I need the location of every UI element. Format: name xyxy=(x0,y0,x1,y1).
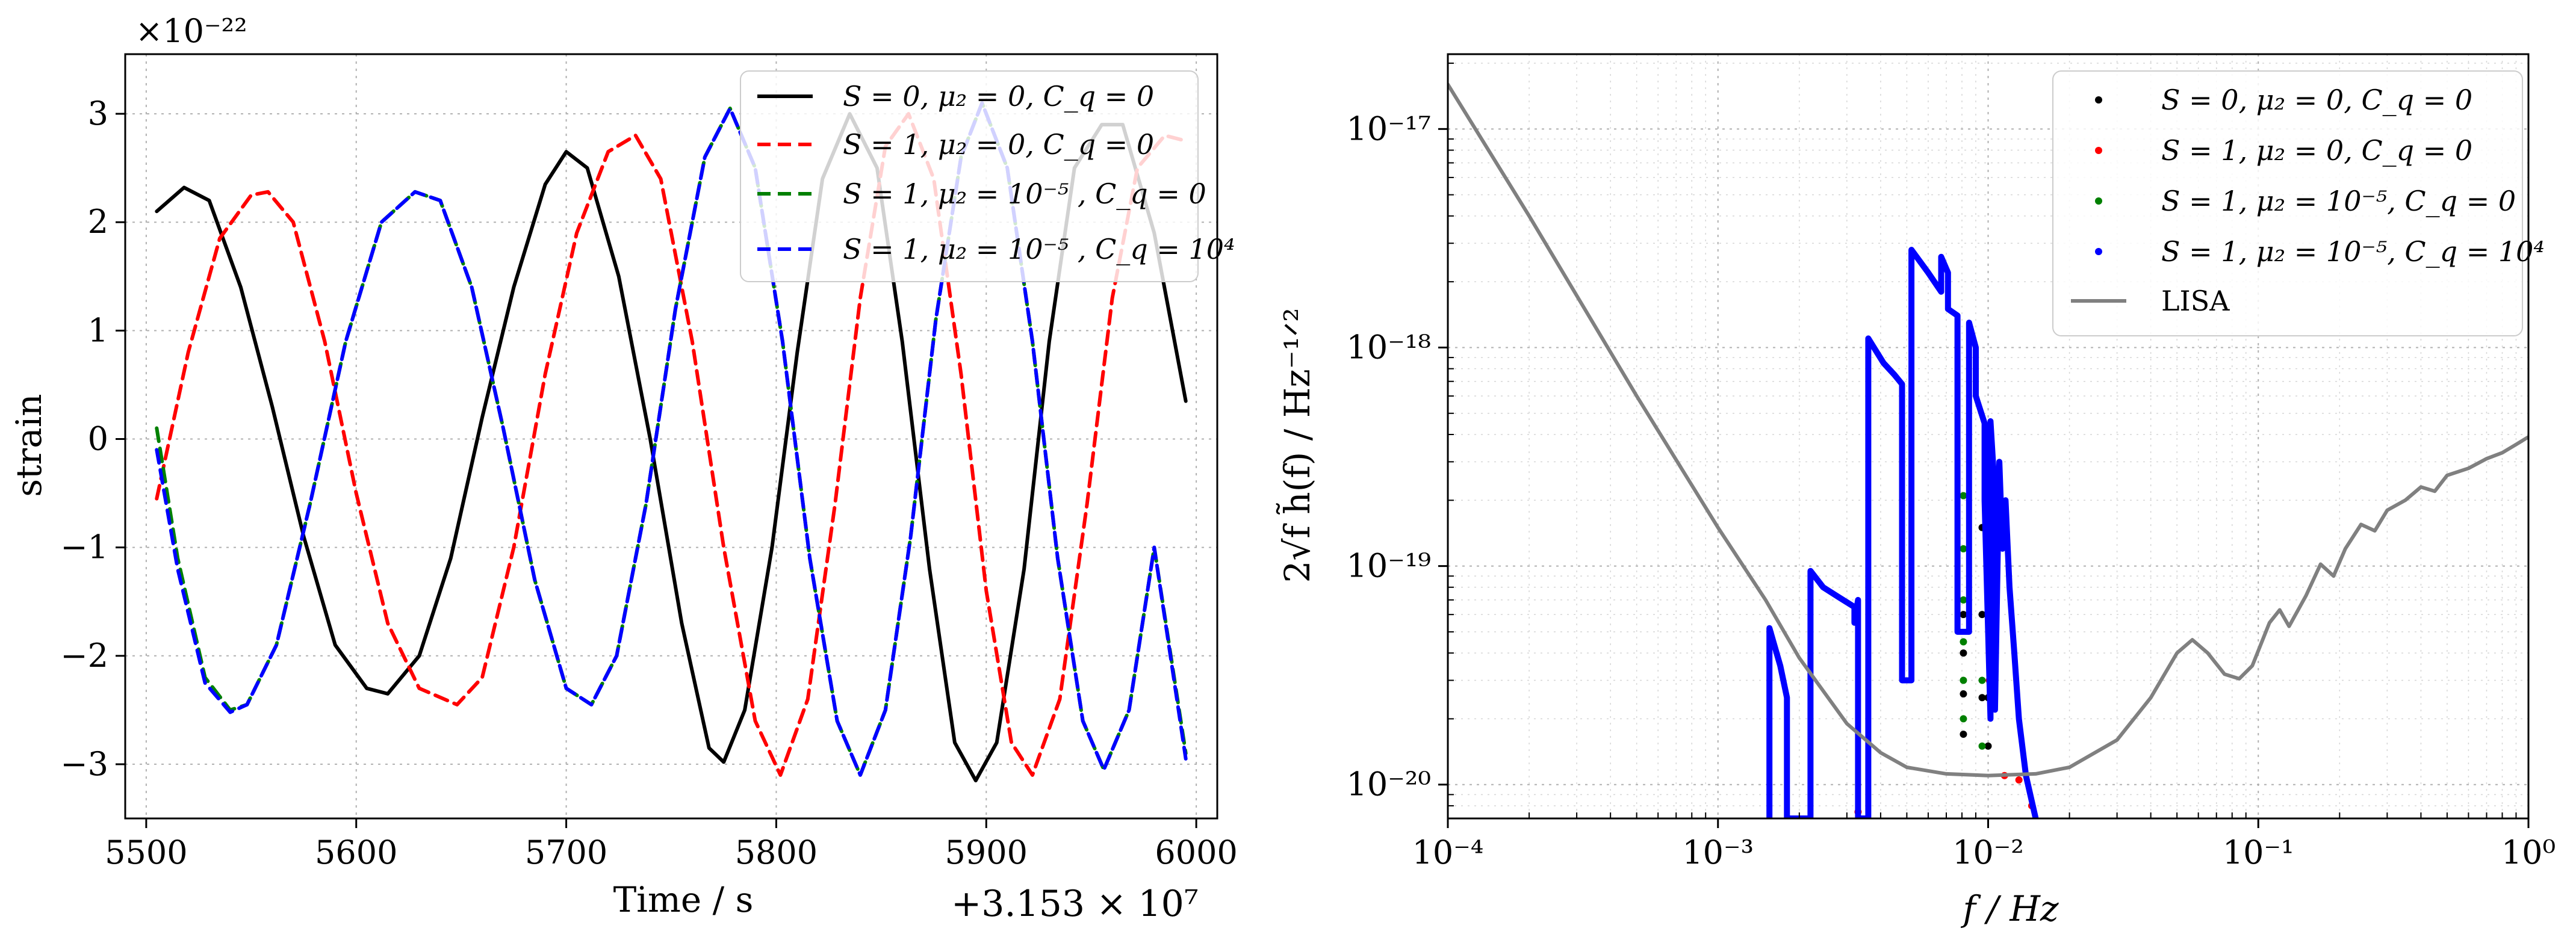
right-y-tick-label: 10⁻¹⁷ xyxy=(1346,110,1431,147)
left-x-tick-label: 5800 xyxy=(735,833,818,871)
left-x-tick-label: 5900 xyxy=(945,833,1028,871)
left-x-tick-label: 5700 xyxy=(525,833,607,871)
right-y-tick-label: 10⁻²⁰ xyxy=(1346,765,1431,803)
left-y-tick-label: −3 xyxy=(60,745,108,783)
left-y-multiplier: ×10⁻²² xyxy=(135,12,247,50)
right-series-2-point xyxy=(1978,742,1986,750)
right-x-axis-label: f / Hz xyxy=(1960,888,2058,929)
right-series-0-point xyxy=(1960,649,1967,657)
right-x-tick-label: 10⁻¹ xyxy=(2223,833,2294,871)
right-series-0-point xyxy=(1978,694,1986,702)
left-y-tick-label: 3 xyxy=(88,94,108,132)
right-series-2-point xyxy=(1978,676,1986,684)
left-y-tick-label: −2 xyxy=(60,637,108,675)
left-x-tick-label: 6000 xyxy=(1155,833,1237,871)
left-series-group xyxy=(155,101,1188,782)
left-series-1-line xyxy=(155,112,1188,777)
right-legend-label-3: S = 1, μ₂ = 10⁻⁵, C_q = 10⁴ xyxy=(2161,235,2545,268)
right-legend-box xyxy=(2052,70,2523,336)
left-legend-label-1: S = 1, μ₂ = 0, C_q = 0 xyxy=(843,128,1154,161)
left-x-axis-label: Time / s xyxy=(613,879,754,920)
left-x-tick-label: 5500 xyxy=(105,833,187,871)
left-legend-label-3: S = 1, μ₂ = 10⁻⁵ , C_q = 10⁴ xyxy=(843,233,1235,265)
right-x-tick-label: 10⁻² xyxy=(1952,833,2024,871)
left-series-0-line xyxy=(155,112,1188,782)
left-ticks: 5500 5600 5700 5800 5900 6000 −3 −2 −1 0 1 2 3 xyxy=(60,94,1237,871)
left-y-tick-label: −1 xyxy=(60,528,108,566)
left-plot-frame xyxy=(124,53,1218,820)
right-x-tick-label: 10⁰ xyxy=(2501,833,2556,871)
right-series-0-point xyxy=(1960,731,1967,738)
right-series-4-line xyxy=(1448,82,2528,778)
left-chart: 5500 5600 5700 5800 5900 6000 −3 −2 −1 0 1 2 3 ×10⁻²… xyxy=(8,12,1238,925)
right-series-3-line xyxy=(1766,247,2039,818)
right-series-2-point xyxy=(1960,676,1967,684)
right-legend-swatch-0 xyxy=(2095,96,2102,104)
left-x-offset-label: +3.153 × 10⁷ xyxy=(951,883,1199,925)
left-y-axis-label: strain xyxy=(8,394,49,496)
right-y-tick-label: 10⁻¹⁸ xyxy=(1346,328,1431,366)
right-series-2-point xyxy=(1960,715,1967,723)
right-x-tick-label: 10⁻³ xyxy=(1682,833,1754,871)
right-legend-label-0: S = 0, μ₂ = 0, C_q = 0 xyxy=(2161,84,2472,116)
right-legend-label-2: S = 1, μ₂ = 10⁻⁵, C_q = 0 xyxy=(2161,185,2516,217)
right-series-0-point xyxy=(1978,611,1986,619)
right-series-1-point xyxy=(2015,776,2023,784)
right-legend: S = 0, μ₂ = 0, C_q = 0 S = 1, μ₂ = 0, C_… xyxy=(2052,70,2545,336)
right-legend-label-4: LISA xyxy=(2161,285,2230,317)
right-series-0-point xyxy=(1984,742,1992,750)
left-x-tick-label: 5600 xyxy=(315,833,397,871)
right-legend-swatch-2 xyxy=(2095,197,2102,205)
right-series-2-point xyxy=(1960,545,1967,552)
right-legend-swatch-3 xyxy=(2095,248,2102,255)
right-chart: 10⁻⁴ 10⁻³ 10⁻² 10⁻¹ 10⁰10⁻²⁰10⁻¹⁹10⁻¹⁸10⁻¹⁷ … xyxy=(1275,53,2556,929)
right-ticks: 10⁻⁴ 10⁻³ 10⁻² 10⁻¹ 10⁰ 10⁻²⁰ 10⁻¹⁹ 10⁻¹⁸ 10⁻¹⁷ xyxy=(1346,63,2556,871)
right-series-2-point xyxy=(1960,492,1967,499)
right-series-2-point xyxy=(1960,638,1967,646)
left-series-3-line xyxy=(155,101,1188,777)
right-legend-swatch-1 xyxy=(2095,147,2102,154)
right-series-group xyxy=(1448,82,2528,818)
left-legend-box xyxy=(740,70,1199,282)
left-legend-label-2: S = 1, μ₂ = 10⁻⁵ , C_q = 0 xyxy=(843,178,1206,210)
left-grid xyxy=(125,54,1217,818)
right-y-tick-label: 10⁻¹⁹ xyxy=(1346,547,1431,585)
left-legend: S = 0, μ₂ = 0, C_q = 0 S = 1, μ₂ = 0, C_… xyxy=(740,70,1235,282)
right-y-axis-label: 2√f h̃(f) / Hz⁻¹ᐟ² xyxy=(1275,308,1318,583)
left-y-tick-label: 2 xyxy=(88,203,108,241)
right-series-0-point xyxy=(1960,611,1967,619)
left-y-tick-label: 0 xyxy=(88,420,108,458)
right-series-2-point xyxy=(1960,596,1967,604)
right-x-tick-label: 10⁻⁴ xyxy=(1412,833,1484,871)
left-legend-label-0: S = 0, μ₂ = 0, C_q = 0 xyxy=(843,80,1154,113)
right-legend-label-1: S = 1, μ₂ = 0, C_q = 0 xyxy=(2161,134,2472,167)
left-y-tick-label: 1 xyxy=(88,311,108,349)
right-series-0-point xyxy=(1960,690,1967,698)
